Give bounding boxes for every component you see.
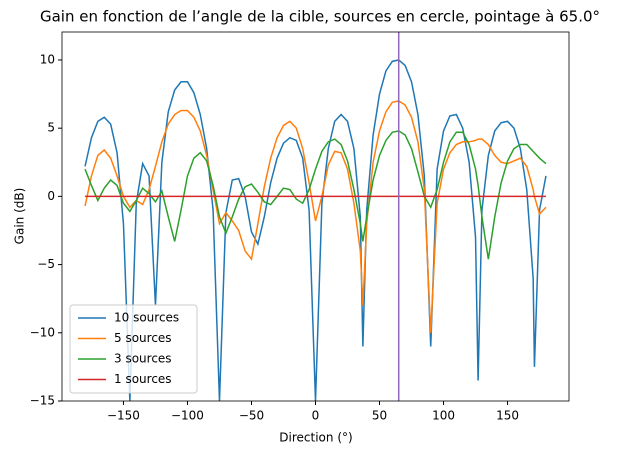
x-tick-label: 150: [496, 409, 519, 423]
series-line: [84, 100, 547, 333]
legend-label: 3 sources: [114, 352, 172, 366]
y-tick-label: 5: [47, 121, 55, 135]
x-axis-label: Direction (°): [279, 431, 352, 445]
plot-area: [84, 32, 547, 401]
series-line: [84, 130, 547, 260]
y-tick-label: 10: [40, 52, 55, 66]
x-tick-label: −100: [171, 409, 204, 423]
x-tick-label: −50: [239, 409, 264, 423]
x-tick-label: 100: [432, 409, 455, 423]
y-axis-label: Gain (dB): [13, 188, 27, 245]
series-line: [84, 59, 547, 401]
legend-label: 1 sources: [114, 372, 172, 386]
y-tick-label: −5: [37, 257, 55, 271]
legend-label: 5 sources: [114, 331, 172, 345]
legend-box: [69, 304, 198, 394]
x-tick-label: 50: [372, 409, 387, 423]
x-tick-label: 0: [312, 409, 320, 423]
legend-label: 10 sources: [114, 311, 179, 325]
x-tick-label: −150: [107, 409, 140, 423]
plot-frame: [61, 31, 570, 402]
y-tick-label: −15: [30, 394, 55, 408]
y-tick-label: 0: [47, 189, 55, 203]
y-tick-label: −10: [30, 325, 55, 339]
chart-title: Gain en fonction de l’angle de la cible,…: [40, 8, 600, 26]
